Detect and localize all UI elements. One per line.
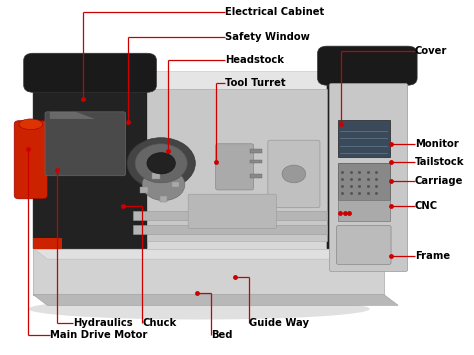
Ellipse shape — [28, 298, 370, 320]
Polygon shape — [33, 71, 389, 89]
FancyBboxPatch shape — [216, 144, 254, 190]
Circle shape — [135, 144, 187, 183]
Text: Frame: Frame — [415, 251, 450, 261]
Text: Cover: Cover — [415, 47, 447, 56]
Polygon shape — [33, 71, 147, 248]
Circle shape — [127, 138, 195, 189]
FancyBboxPatch shape — [318, 46, 417, 85]
Text: Chuck: Chuck — [142, 318, 176, 328]
Bar — [172, 182, 179, 187]
Text: Hydraulics: Hydraulics — [73, 318, 133, 328]
Bar — [140, 187, 148, 193]
FancyBboxPatch shape — [33, 248, 384, 295]
Bar — [152, 173, 160, 179]
Circle shape — [142, 169, 185, 201]
Polygon shape — [50, 112, 95, 119]
Circle shape — [282, 165, 306, 183]
Circle shape — [147, 153, 175, 174]
FancyBboxPatch shape — [338, 200, 390, 221]
Polygon shape — [33, 89, 389, 248]
Ellipse shape — [19, 119, 43, 130]
FancyBboxPatch shape — [337, 225, 391, 264]
FancyBboxPatch shape — [338, 163, 390, 200]
FancyBboxPatch shape — [329, 83, 408, 272]
Polygon shape — [327, 60, 403, 248]
Polygon shape — [33, 295, 398, 305]
Text: Guide Way: Guide Way — [249, 318, 309, 328]
Text: Tailstock: Tailstock — [415, 157, 464, 166]
FancyBboxPatch shape — [268, 140, 320, 208]
Bar — [133, 211, 327, 220]
FancyBboxPatch shape — [188, 194, 276, 228]
Polygon shape — [147, 89, 327, 241]
Bar — [33, 238, 62, 248]
FancyBboxPatch shape — [14, 121, 47, 199]
Text: Safety Window: Safety Window — [225, 32, 310, 42]
Text: Carriage: Carriage — [415, 176, 463, 186]
Bar — [250, 149, 262, 153]
Polygon shape — [33, 248, 398, 259]
FancyBboxPatch shape — [338, 120, 390, 157]
Bar — [160, 196, 167, 202]
Bar — [133, 225, 327, 234]
Text: Monitor: Monitor — [415, 139, 458, 149]
Text: Electrical Cabinet: Electrical Cabinet — [225, 7, 324, 17]
Text: Main Drive Motor: Main Drive Motor — [50, 331, 147, 340]
Bar — [250, 174, 262, 178]
Text: CNC: CNC — [415, 201, 438, 211]
Text: Bed: Bed — [211, 331, 232, 340]
Text: Headstock: Headstock — [225, 55, 284, 65]
FancyBboxPatch shape — [24, 53, 156, 92]
Text: Tool Turret: Tool Turret — [225, 78, 286, 88]
FancyBboxPatch shape — [45, 112, 126, 176]
Bar — [250, 160, 262, 163]
